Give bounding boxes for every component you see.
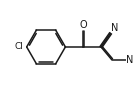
Text: O: O (79, 21, 87, 30)
Text: N: N (111, 23, 118, 33)
Text: N: N (126, 55, 134, 65)
Text: Cl: Cl (15, 42, 24, 51)
